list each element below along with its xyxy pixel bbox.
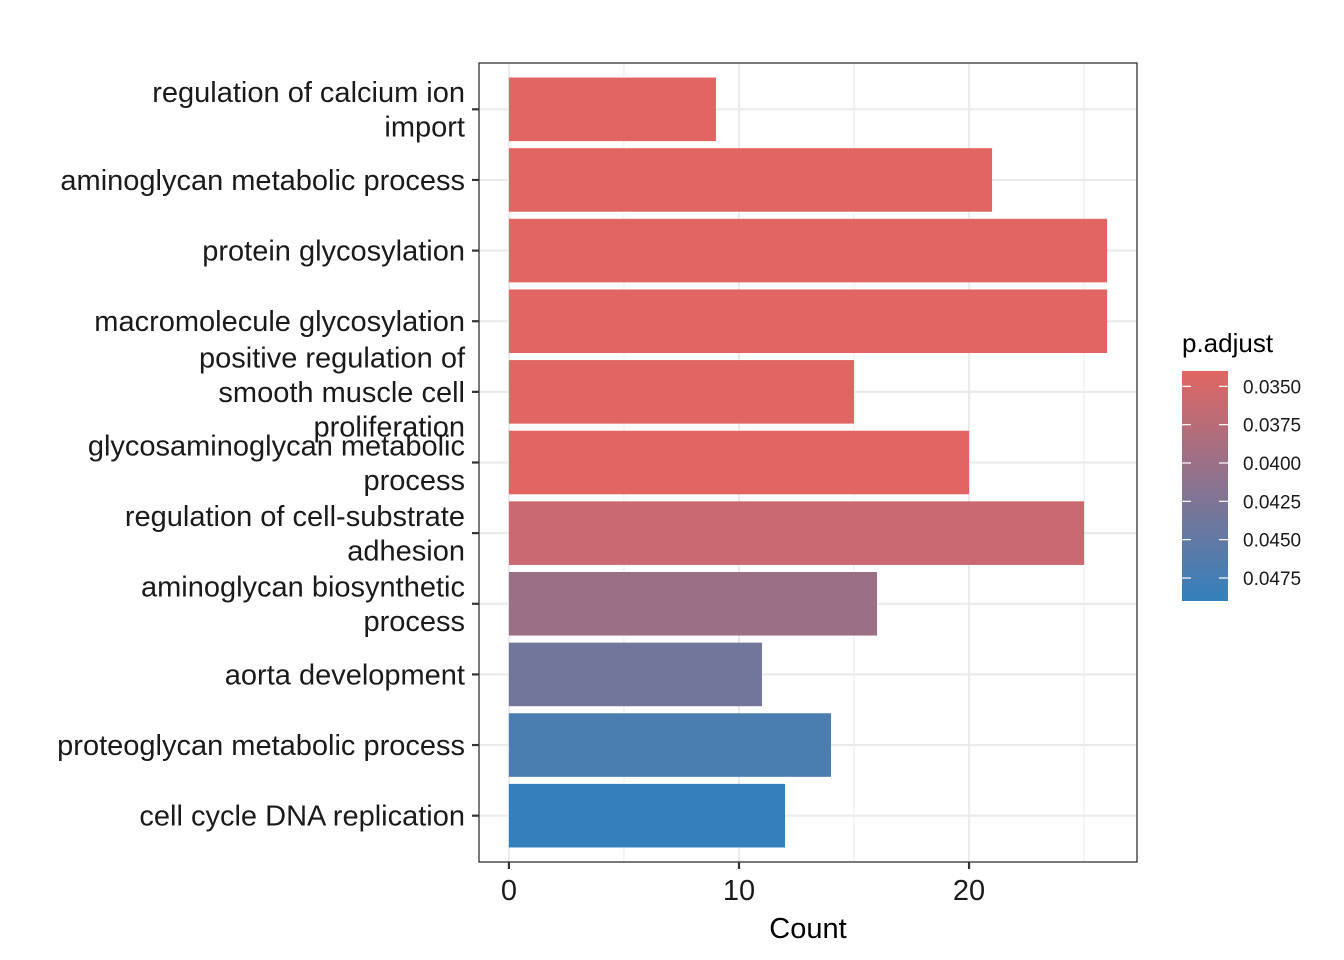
category-label-line: protein glycosylation: [202, 236, 465, 268]
legend-tick-label: 0.0450: [1243, 531, 1301, 552]
legend-ticks: 0.0350 0.0375 0.0400 0.0425 0.0450 0.0475: [1182, 377, 1301, 590]
legend-tick-label: 0.0375: [1243, 416, 1301, 437]
legend-tick-label: 0.0475: [1243, 569, 1301, 590]
category-label-line: glycosaminoglycan metabolic: [88, 430, 465, 462]
category-label-line: macromolecule glycosylation: [94, 306, 465, 338]
category-label-line: regulation of calcium ion: [152, 77, 465, 109]
category-label-line: cell cycle DNA replication: [139, 801, 465, 833]
bar: [508, 148, 993, 212]
category-label-line: smooth muscle cell: [218, 377, 465, 409]
bar: [508, 501, 1085, 565]
bars: [508, 77, 1108, 848]
legend: p.adjust 0.03500.03750.04000.04250.04500…: [1182, 328, 1301, 601]
y-axis: regulation of calcium ion import aminoglyc…: [57, 77, 479, 833]
bar: [508, 571, 878, 636]
category-label-line: aminoglycan metabolic process: [60, 165, 465, 197]
category-label: cell cycle DNA replication: [139, 801, 465, 833]
category-label-line: positive regulation of: [199, 342, 466, 374]
category-label: macromolecule glycosylation: [94, 306, 465, 338]
bar: [508, 289, 1108, 354]
x-tick-label: 10: [723, 875, 755, 907]
x-axis: 0 10 20: [501, 862, 985, 907]
category-label: regulation of cell-substrate adhesion: [125, 501, 465, 568]
category-label: proteoglycan metabolic process: [57, 730, 465, 762]
category-label-line: aminoglycan biosynthetic: [141, 572, 465, 604]
bar: [508, 430, 970, 495]
category-label: aorta development: [225, 659, 465, 691]
category-label: aminoglycan biosynthetic process: [141, 572, 465, 639]
category-label: protein glycosylation: [202, 236, 465, 268]
legend-tick-label: 0.0400: [1243, 454, 1301, 475]
bar: [508, 783, 785, 848]
category-label: positive regulation of smooth muscle cell…: [199, 342, 466, 443]
bar: [508, 642, 762, 707]
category-label-line: proteoglycan metabolic process: [57, 730, 465, 762]
legend-colorbar: [1182, 371, 1228, 601]
category-label-line: import: [384, 112, 465, 144]
category-label-line: proliferation: [313, 411, 465, 443]
legend-tick-label: 0.0350: [1243, 377, 1301, 398]
bar: [508, 77, 716, 142]
category-label-line: process: [363, 606, 465, 638]
category-label-line: aorta development: [225, 659, 465, 691]
legend-tick-label: 0.0425: [1243, 492, 1301, 513]
bar: [508, 713, 832, 777]
legend-title: p.adjust: [1182, 328, 1274, 358]
category-label: aminoglycan metabolic process: [60, 165, 465, 197]
category-label: glycosaminoglycan metabolic process: [88, 430, 465, 497]
x-tick-label: 20: [953, 875, 985, 907]
bar: [508, 360, 855, 424]
category-label: regulation of calcium ion import: [152, 77, 465, 143]
x-axis-title: Count: [769, 913, 846, 945]
category-label-line: adhesion: [347, 535, 465, 567]
bar: [508, 218, 1108, 283]
x-tick-label: 0: [501, 875, 517, 907]
category-label-line: regulation of cell-substrate: [125, 501, 465, 533]
category-label-line: process: [363, 465, 465, 497]
